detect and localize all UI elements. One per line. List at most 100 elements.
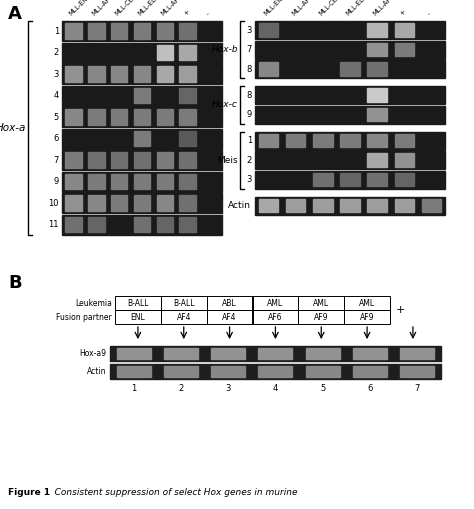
Bar xyxy=(367,153,387,167)
Bar xyxy=(156,152,173,167)
Text: MLL-AF10: MLL-AF10 xyxy=(372,0,399,17)
Bar xyxy=(394,199,414,212)
Text: Meis: Meis xyxy=(218,156,238,164)
Bar xyxy=(134,109,150,125)
Text: Consistent suppression of select Hox genes in murine: Consistent suppression of select Hox gen… xyxy=(46,488,298,497)
Bar xyxy=(298,296,344,310)
Text: MLL-ENL: MLL-ENL xyxy=(264,0,287,17)
Text: 4: 4 xyxy=(54,91,59,100)
Text: 5: 5 xyxy=(54,112,59,122)
Text: ABL: ABL xyxy=(222,298,237,307)
Bar xyxy=(62,21,222,41)
Bar xyxy=(344,296,390,310)
Text: 8: 8 xyxy=(246,65,252,73)
Text: 2: 2 xyxy=(54,48,59,57)
Bar xyxy=(111,195,128,211)
Bar xyxy=(344,310,390,324)
Bar xyxy=(255,86,445,104)
Text: Fusion partner: Fusion partner xyxy=(56,313,112,322)
Bar xyxy=(367,108,387,121)
Text: B-ALL: B-ALL xyxy=(127,298,149,307)
Text: 3: 3 xyxy=(246,25,252,35)
Text: A: A xyxy=(8,5,22,23)
Bar xyxy=(340,199,360,212)
Bar xyxy=(255,131,445,150)
Bar xyxy=(306,348,340,359)
Bar xyxy=(88,23,104,39)
Text: MLL-ELL: MLL-ELL xyxy=(137,0,160,17)
Text: B-ALL: B-ALL xyxy=(173,298,194,307)
Bar xyxy=(253,310,298,324)
Text: MLL-AF6: MLL-AF6 xyxy=(291,0,314,17)
Bar xyxy=(65,174,82,189)
Bar xyxy=(255,60,445,78)
Text: Figure 1: Figure 1 xyxy=(8,488,50,497)
Text: 9: 9 xyxy=(54,177,59,186)
Bar xyxy=(117,348,151,359)
Bar xyxy=(65,66,82,81)
Bar xyxy=(367,199,387,212)
Text: Actin: Actin xyxy=(86,367,106,376)
Bar xyxy=(286,134,305,147)
Text: B: B xyxy=(8,274,22,292)
Bar xyxy=(255,151,445,169)
Bar xyxy=(156,217,173,232)
Bar xyxy=(134,88,150,103)
Text: 7: 7 xyxy=(415,384,420,393)
Bar xyxy=(65,109,82,125)
Bar xyxy=(65,23,82,39)
Bar xyxy=(156,45,173,60)
Bar xyxy=(259,199,278,212)
Text: 5: 5 xyxy=(320,384,325,393)
Bar xyxy=(353,366,387,377)
Text: 3: 3 xyxy=(54,70,59,78)
Text: AF4: AF4 xyxy=(176,313,191,322)
Bar xyxy=(111,23,128,39)
Text: Hox-a: Hox-a xyxy=(0,123,26,133)
Bar xyxy=(88,174,104,189)
Text: 4: 4 xyxy=(273,384,278,393)
Bar xyxy=(110,364,441,379)
Text: MLL-CBP: MLL-CBP xyxy=(318,0,342,17)
Text: AF9: AF9 xyxy=(360,313,374,322)
Bar xyxy=(111,174,128,189)
Bar xyxy=(259,23,278,37)
Bar xyxy=(65,217,82,232)
Bar xyxy=(134,195,150,211)
Bar xyxy=(367,62,387,76)
Bar xyxy=(258,348,292,359)
Bar xyxy=(207,310,253,324)
Text: 8: 8 xyxy=(246,91,252,99)
Bar xyxy=(164,348,198,359)
Bar xyxy=(180,131,196,146)
Bar xyxy=(394,153,414,167)
Bar xyxy=(115,296,161,310)
Bar xyxy=(259,134,278,147)
Bar xyxy=(313,199,333,212)
Bar xyxy=(211,366,245,377)
Bar xyxy=(313,173,333,186)
Text: -: - xyxy=(205,11,211,17)
Text: Actin: Actin xyxy=(228,201,251,210)
Bar xyxy=(88,217,104,232)
Bar xyxy=(62,86,222,105)
Text: AF4: AF4 xyxy=(222,313,237,322)
Bar xyxy=(394,43,414,56)
Bar xyxy=(180,217,196,232)
Bar xyxy=(62,128,222,149)
Bar xyxy=(180,66,196,81)
Bar xyxy=(65,152,82,167)
Text: 10: 10 xyxy=(48,199,59,208)
Text: 2: 2 xyxy=(178,384,183,393)
Bar xyxy=(340,173,360,186)
Text: Hox-b: Hox-b xyxy=(211,45,238,54)
Bar xyxy=(255,196,445,214)
Text: 7: 7 xyxy=(54,156,59,164)
Bar xyxy=(164,366,198,377)
Text: MLL-CBP: MLL-CBP xyxy=(114,0,138,17)
Bar xyxy=(367,43,387,56)
Bar xyxy=(156,174,173,189)
Bar xyxy=(258,366,292,377)
Text: 1: 1 xyxy=(54,26,59,36)
Bar xyxy=(394,173,414,186)
